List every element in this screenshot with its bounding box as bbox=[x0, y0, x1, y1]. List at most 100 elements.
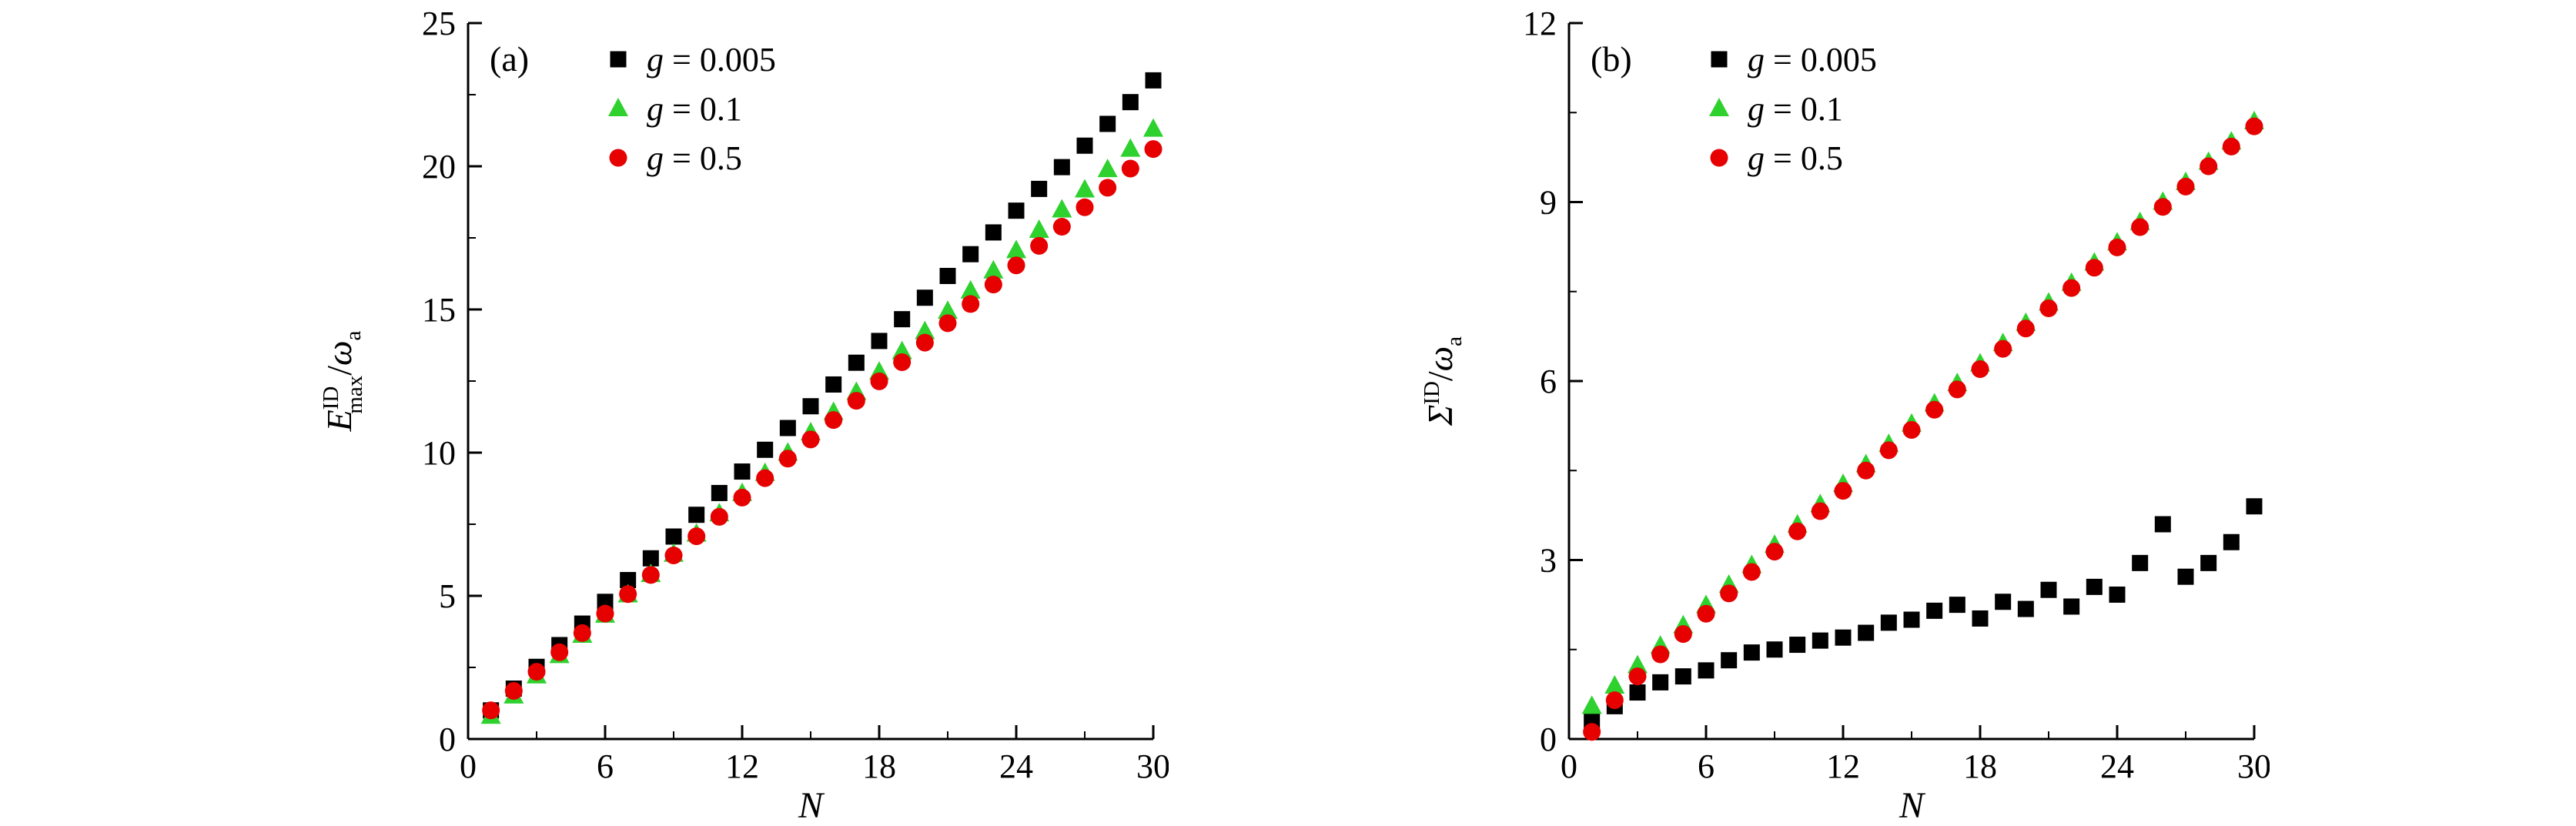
square-marker bbox=[642, 550, 659, 567]
square-marker bbox=[2109, 586, 2126, 603]
circle-marker bbox=[1811, 502, 1829, 520]
circle-marker bbox=[2131, 218, 2149, 236]
legend: g = 0.005 g = 0.1 g = 0.5 bbox=[1709, 41, 1877, 177]
circle-marker bbox=[504, 682, 523, 701]
x-tick-label: 18 bbox=[862, 747, 896, 785]
x-tick-label: 24 bbox=[2100, 747, 2134, 785]
circle-marker bbox=[801, 430, 820, 449]
panel-a: 0 6 12 18 24 30 0 5 10 15 20 25 N EIDmax/ωa (a) g = 0.0… bbox=[306, 0, 1170, 826]
y-tick-labels: 0 5 10 15 20 25 bbox=[422, 5, 456, 758]
square-marker bbox=[2040, 581, 2057, 598]
legend-item-g-0.5: g = 0.5 bbox=[1710, 139, 1843, 177]
x-tick-label: 6 bbox=[597, 747, 614, 785]
circle-marker bbox=[893, 353, 912, 371]
legend-label: g = 0.5 bbox=[1748, 139, 1843, 177]
legend: g = 0.005 g = 0.1 g = 0.5 bbox=[608, 41, 776, 177]
axes bbox=[1567, 23, 2254, 741]
triangle-marker bbox=[608, 98, 628, 116]
x-tick-label: 18 bbox=[1963, 747, 1997, 785]
legend-label: g = 0.005 bbox=[647, 41, 776, 79]
triangle-marker bbox=[1628, 654, 1648, 674]
y-tick-label: 25 bbox=[422, 5, 456, 42]
legend-label: g = 0.1 bbox=[1748, 90, 1843, 128]
square-marker bbox=[1053, 159, 1070, 176]
legend-item-g-0.1: g = 0.1 bbox=[1709, 90, 1843, 128]
y-tick-label: 6 bbox=[1540, 363, 1557, 400]
circle-marker bbox=[710, 507, 728, 526]
circle-marker bbox=[527, 663, 546, 681]
axes bbox=[467, 23, 1153, 741]
circle-marker bbox=[1742, 563, 1761, 581]
circle-marker bbox=[962, 295, 980, 313]
square-marker bbox=[1926, 602, 1943, 619]
square-marker bbox=[916, 289, 933, 306]
circle-marker bbox=[1765, 543, 1784, 561]
circle-marker bbox=[2245, 117, 2263, 135]
circle-marker bbox=[1651, 645, 1670, 664]
x-tick-label: 12 bbox=[1826, 747, 1860, 785]
circle-marker bbox=[1052, 217, 1071, 236]
square-marker bbox=[1711, 51, 1728, 68]
x-tick-label: 30 bbox=[2237, 747, 2270, 785]
circle-marker bbox=[1994, 339, 2012, 358]
triangle-marker bbox=[1604, 675, 1625, 694]
circle-marker bbox=[733, 488, 751, 507]
square-marker bbox=[939, 267, 956, 284]
square-legend-marker-icon bbox=[1711, 51, 1728, 68]
x-tick-labels: 0 6 12 18 24 30 bbox=[460, 747, 1170, 785]
triangle-marker bbox=[1075, 179, 1095, 198]
major-ticks bbox=[467, 22, 1155, 741]
triangle-marker bbox=[1143, 118, 1163, 137]
legend-item-g-0.5: g = 0.5 bbox=[609, 139, 742, 177]
circle-marker bbox=[687, 527, 706, 546]
series-g-0.005 bbox=[483, 72, 1162, 719]
circle-marker bbox=[1144, 140, 1163, 159]
circle-marker bbox=[915, 333, 934, 352]
square-marker bbox=[1972, 610, 1989, 627]
svg-text:EIDmax/ωa: EIDmax/ωa bbox=[319, 330, 367, 432]
circle-marker bbox=[1857, 461, 1875, 480]
square-marker bbox=[1031, 180, 1048, 197]
y-axis-label: EIDmax/ωa bbox=[319, 330, 367, 432]
circle-marker bbox=[664, 547, 683, 565]
circle-marker bbox=[1583, 723, 1601, 741]
square-marker bbox=[1099, 115, 1116, 132]
square-marker bbox=[1652, 674, 1669, 691]
x-tick-label: 12 bbox=[725, 747, 759, 785]
circle-marker bbox=[1674, 625, 1692, 644]
circle-marker bbox=[2222, 137, 2240, 156]
circle-marker bbox=[1697, 604, 1715, 623]
square-marker bbox=[1076, 137, 1093, 154]
square-marker bbox=[2063, 598, 2080, 615]
circle-marker bbox=[1971, 360, 1989, 378]
square-marker bbox=[688, 507, 705, 523]
circle-marker bbox=[1948, 380, 1966, 399]
square-marker bbox=[734, 463, 751, 480]
square-marker bbox=[1880, 614, 1897, 631]
square-marker bbox=[2017, 600, 2034, 617]
circle-marker bbox=[2153, 198, 2172, 216]
circle-marker bbox=[825, 411, 843, 430]
triangle-marker bbox=[983, 259, 1004, 279]
square-marker bbox=[1995, 594, 2012, 610]
minor-ticks bbox=[1569, 112, 2186, 739]
circle-marker bbox=[2176, 177, 2195, 196]
square-marker bbox=[2177, 568, 2194, 585]
x-tick-label: 24 bbox=[999, 747, 1033, 785]
square-marker bbox=[665, 528, 682, 545]
x-tick-label: 6 bbox=[1698, 747, 1715, 785]
y-tick-label: 0 bbox=[439, 721, 456, 758]
square-marker bbox=[620, 572, 637, 589]
square-marker bbox=[2086, 578, 2103, 595]
circle-marker bbox=[1902, 421, 1921, 440]
triangle-marker bbox=[1581, 695, 1602, 714]
triangle-marker bbox=[938, 300, 958, 319]
square-marker bbox=[1766, 641, 1783, 658]
circle-marker bbox=[1710, 149, 1728, 167]
circle-marker bbox=[619, 585, 637, 604]
square-marker bbox=[1903, 611, 1920, 628]
circle-marker bbox=[1099, 179, 1117, 197]
circle-marker bbox=[1007, 256, 1025, 275]
